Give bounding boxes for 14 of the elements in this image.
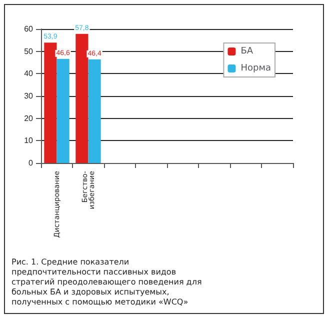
bar (56, 58, 70, 163)
legend-label: Норма (240, 64, 272, 74)
bar (76, 34, 88, 163)
y-tick-label: 30 (24, 92, 34, 100)
y-tick-label: 50 (24, 46, 34, 56)
legend-label: БА (240, 46, 254, 56)
bar (88, 59, 101, 163)
bar (44, 42, 57, 163)
text: Рис. 1. Средние показатели предпочтительности пассивных видов стратегий преодолевающего поведения для больных БА и здоровых испытуемых, полученных с помощью методики «WCQ» (12, 258, 204, 306)
y-tick-label: 20 (24, 114, 34, 123)
y-tick-label: 60 (24, 24, 34, 34)
y-tick-label: 10 (24, 136, 34, 146)
y-tick-label: 40 (24, 69, 34, 78)
y-tick-label: 0 (28, 158, 34, 168)
